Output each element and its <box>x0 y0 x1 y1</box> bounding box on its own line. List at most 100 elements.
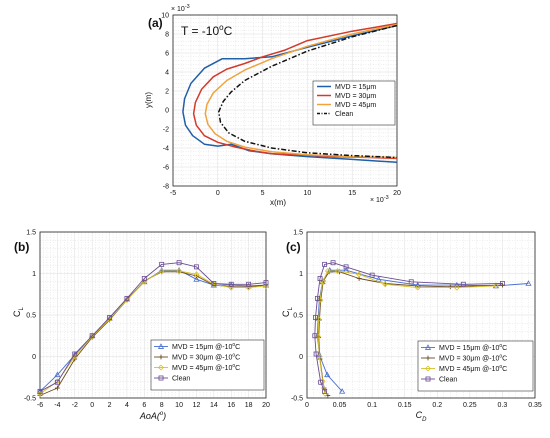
data-point-marker <box>324 268 331 274</box>
data-point-marker <box>54 378 61 385</box>
legend-marker <box>424 344 432 350</box>
x-tick-label: 0.25 <box>463 402 477 409</box>
data-point-marker <box>176 268 183 274</box>
y-tick-label: -0.5 <box>24 396 36 403</box>
legend-entry-label: Clean <box>439 377 457 384</box>
series-line <box>192 22 398 160</box>
data-point-marker <box>37 393 43 398</box>
y-tick-label: -4 <box>163 146 169 153</box>
x-multiplier-base: × 10 <box>370 197 384 204</box>
data-point-marker <box>453 284 460 291</box>
data-point-marker <box>263 282 269 289</box>
x-tick-label: 0.05 <box>333 402 347 409</box>
x-tick-label: -2 <box>72 402 78 409</box>
legend-entry-unit: C <box>502 366 507 373</box>
data-point-marker <box>525 280 532 286</box>
data-point-marker <box>89 333 95 339</box>
data-point-marker <box>447 284 453 290</box>
data-point-marker <box>123 297 130 304</box>
data-point-marker <box>316 317 322 323</box>
y-tick-label: 1.5 <box>293 230 303 237</box>
data-point-marker <box>314 295 320 301</box>
data-point-marker <box>324 371 331 378</box>
legend-entry-name: MVD = 15μm @-10 <box>172 344 232 351</box>
annotation-unit: C <box>224 24 233 38</box>
legend-entry-name: MVD = 15μm @-10 <box>439 345 499 352</box>
legend-marker <box>158 354 164 360</box>
x-axis-label-text: C <box>416 410 423 420</box>
y-tick-label: 8 <box>165 32 169 39</box>
legend-entry-label: MVD = 45μm @-10oC <box>172 363 240 372</box>
legend-entry-label: MVD = 45μm @-10oC <box>439 364 507 373</box>
series-line <box>318 271 503 396</box>
data-point-marker <box>37 388 43 394</box>
data-point-marker <box>414 284 421 291</box>
y-multiplier-base: × 10 <box>171 6 185 13</box>
data-point-marker <box>317 297 323 304</box>
y-tick-label: -6 <box>163 165 169 172</box>
legend-entry-degree: o <box>232 342 235 348</box>
panel-label: (a) <box>148 16 163 30</box>
data-point-marker <box>54 385 60 391</box>
y-tick-label: 0 <box>165 108 169 115</box>
data-point-marker <box>453 281 460 288</box>
x-tick-label: 4 <box>125 402 129 409</box>
x-axis-label-text: AoA( <box>139 411 161 421</box>
y-tick-label: 6 <box>165 51 169 58</box>
panel-c-chart: 0 0.05 0.1 0.15 0.2 0.25 0.3 0.35-0.500.511.5(c… <box>281 230 542 424</box>
x-tick-label: 5 <box>261 190 265 197</box>
legend-entry-name: Clean <box>439 377 457 384</box>
legend-marker <box>425 355 431 361</box>
legend-entry-degree: o <box>232 353 235 359</box>
data-point-marker <box>382 281 389 288</box>
x-tick-label: 0 <box>216 190 220 197</box>
data-point-marker <box>176 260 182 266</box>
data-point-marker <box>263 280 269 286</box>
data-point-marker <box>89 333 96 340</box>
data-point-marker <box>369 272 375 278</box>
y-tick-label: 2 <box>165 89 169 96</box>
data-point-marker <box>245 284 252 291</box>
series-line <box>39 262 267 392</box>
data-point-marker <box>322 388 328 394</box>
data-point-marker <box>322 261 328 267</box>
x-tick-label: 0.3 <box>498 402 508 409</box>
legend-marker <box>158 364 164 371</box>
data-point-marker <box>318 379 324 385</box>
data-point-marker <box>159 261 165 267</box>
plot-frame <box>306 231 536 399</box>
y-axis-label: y(m) <box>144 92 153 108</box>
x-tick-label: 2 <box>108 402 112 409</box>
legend-marker <box>425 365 431 372</box>
x-tick-label: 0.1 <box>367 402 377 409</box>
data-point-marker <box>339 388 346 394</box>
y-tick-label: 10 <box>161 13 169 20</box>
legend-entry-unit: C <box>235 365 240 372</box>
x-tick-label: 20 <box>393 190 401 197</box>
legend-entry-name: MVD = 45μm @-10 <box>439 366 499 373</box>
data-point-marker <box>317 276 323 281</box>
y-tick-label: 0.5 <box>26 313 36 320</box>
data-point-marker <box>334 268 341 274</box>
y-axis-label-sub: L <box>288 307 294 311</box>
data-point-marker <box>343 264 349 270</box>
x-multiplier-exp: -3 <box>384 195 389 201</box>
data-point-marker <box>54 379 60 385</box>
x-axis-label-sub: D <box>422 417 427 423</box>
plot-frame <box>172 14 398 187</box>
legend-entry-label: Clean <box>335 111 353 118</box>
y-tick-label: 0.5 <box>293 313 303 320</box>
legend-marker <box>158 375 164 381</box>
legend-entry-label: MVD = 45μm <box>335 102 376 109</box>
legend-marker <box>157 343 165 349</box>
data-point-marker <box>492 282 499 289</box>
legend-entry-degree: o <box>499 343 502 349</box>
legend-box <box>417 340 534 392</box>
legend-entry-name: Clean <box>172 376 190 383</box>
y-multiplier-exp: -3 <box>185 4 190 10</box>
x-tick-label: 0 <box>90 402 94 409</box>
legend-entry-unit: C <box>502 356 507 363</box>
legend-entry-name: MVD = 30μm @-10 <box>172 355 232 362</box>
legend-entry-unit: C <box>235 344 240 351</box>
y-axis-label: CL <box>12 307 25 318</box>
